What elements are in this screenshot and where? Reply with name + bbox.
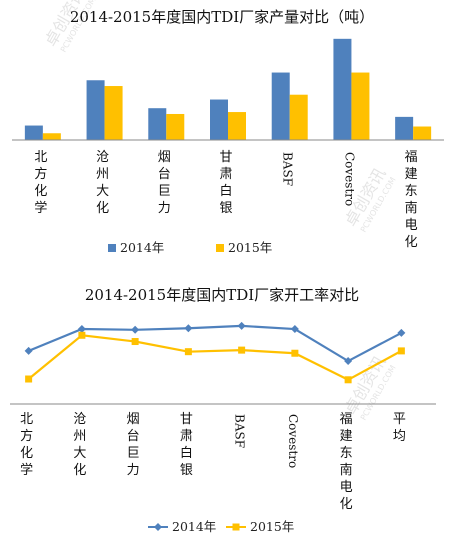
bar-2014 bbox=[271, 72, 290, 140]
category-label: 北方化学 bbox=[20, 412, 33, 478]
bar-chart: 卓创资讯PCWORLD.COM卓创资讯PCWORLD.COM2014-2015年… bbox=[12, 0, 444, 255]
category-label: 甘肃白银 bbox=[180, 412, 193, 478]
legend-swatch-2015 bbox=[216, 244, 224, 252]
category-label: Covestro bbox=[286, 414, 300, 468]
data-point-2014 bbox=[344, 357, 353, 366]
data-point-2014 bbox=[184, 324, 193, 333]
data-point-2015 bbox=[291, 349, 299, 357]
bar-2014 bbox=[24, 125, 43, 140]
data-point-2015 bbox=[238, 346, 246, 354]
bar-2015 bbox=[351, 72, 370, 140]
bar-2015 bbox=[104, 86, 123, 140]
bar-2015 bbox=[166, 113, 185, 140]
chart-title: 2014-2015年度国内TDI厂家产量对比（吨） bbox=[70, 8, 374, 26]
category-label: Covestro bbox=[342, 152, 356, 206]
data-point-2015 bbox=[344, 376, 352, 384]
category-label: BASF bbox=[281, 152, 295, 186]
legend-marker-2014 bbox=[154, 523, 162, 531]
category-label: 福建东南电化 bbox=[405, 150, 418, 250]
data-point-2015 bbox=[131, 338, 139, 346]
data-point-2015 bbox=[25, 375, 33, 383]
category-label: 沧州大化 bbox=[73, 411, 86, 478]
bar-2014 bbox=[148, 108, 167, 140]
bar-2014 bbox=[333, 38, 352, 141]
chart-title: 2014-2015年度国内TDI厂家开工率对比 bbox=[85, 286, 359, 304]
category-label: 烟台巨力 bbox=[127, 412, 140, 478]
legend-marker-2015 bbox=[232, 523, 240, 531]
data-point-2014 bbox=[397, 328, 406, 337]
category-label: 沧州大化 bbox=[96, 149, 109, 216]
category-label: 平均 bbox=[393, 412, 406, 444]
bar-2014 bbox=[395, 116, 414, 140]
bar-2014 bbox=[210, 99, 228, 140]
data-point-2015 bbox=[184, 348, 192, 356]
bar-2015 bbox=[228, 112, 246, 140]
series-line-2015 bbox=[27, 334, 402, 382]
bar-2014 bbox=[86, 80, 105, 140]
category-label: 福建东南电化 bbox=[340, 412, 353, 512]
data-point-2014 bbox=[77, 325, 86, 334]
data-point-2015 bbox=[397, 347, 405, 355]
bar-2015 bbox=[289, 94, 308, 140]
category-label: 甘肃白银 bbox=[219, 150, 232, 216]
series-line-2014 bbox=[28, 324, 402, 363]
legend-label: 2014年 bbox=[172, 519, 216, 534]
legend-label: 2014年 bbox=[120, 240, 164, 255]
legend-swatch-2014 bbox=[108, 244, 116, 252]
category-label: 烟台巨力 bbox=[158, 150, 171, 216]
category-label: 北方化学 bbox=[34, 150, 47, 216]
bar-2015 bbox=[42, 133, 61, 140]
data-point-2014 bbox=[237, 321, 246, 330]
category-label: BASF bbox=[233, 414, 247, 448]
data-point-2014 bbox=[24, 346, 33, 355]
data-point-2015 bbox=[78, 331, 86, 339]
legend-label: 2015年 bbox=[228, 240, 272, 255]
line-chart: 卓创资讯PCWORLD.COM2014-2015年度国内TDI厂家开工率对比北方… bbox=[10, 286, 436, 534]
data-point-2014 bbox=[131, 325, 140, 334]
data-point-2014 bbox=[290, 325, 299, 334]
bar-2015 bbox=[413, 126, 432, 140]
legend-label: 2015年 bbox=[250, 519, 294, 534]
